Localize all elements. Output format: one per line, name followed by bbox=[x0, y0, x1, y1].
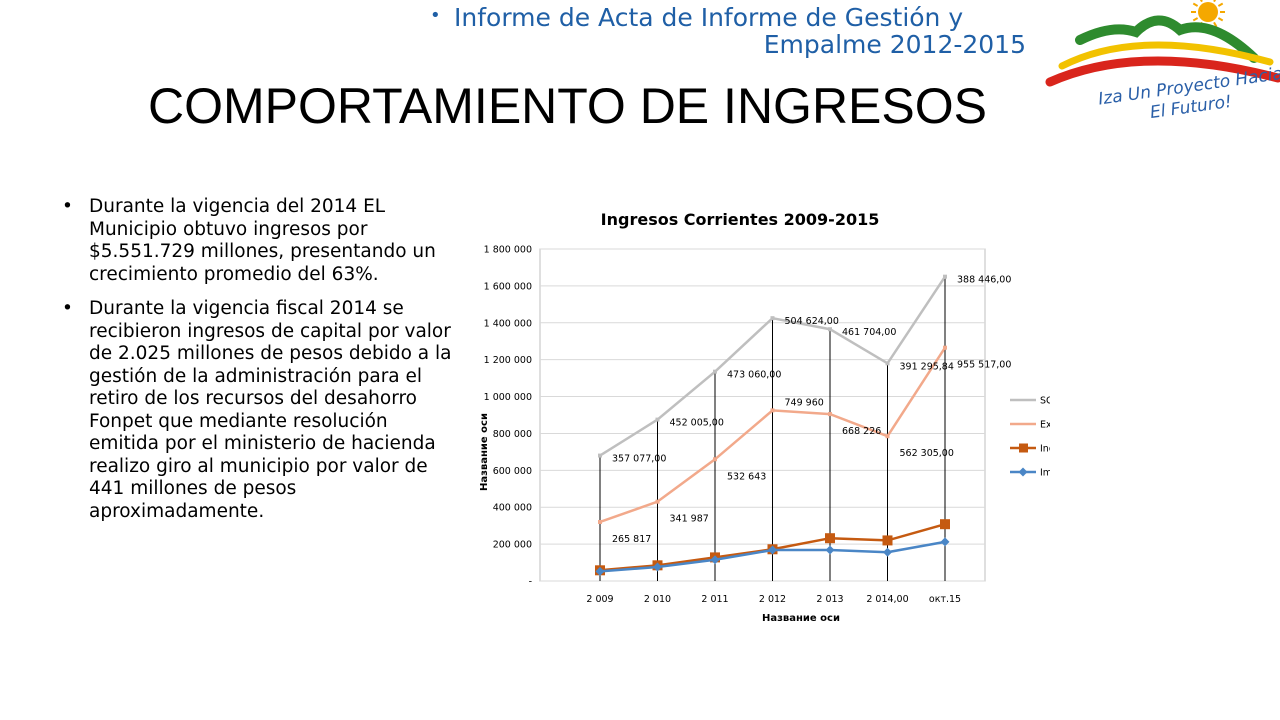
y-tick-label: 600 000 bbox=[493, 466, 532, 477]
municipality-logo: Iza Un Proyecto Hacia El Futuro! bbox=[1045, 0, 1280, 123]
y-tick-label: 1 600 000 bbox=[484, 281, 532, 292]
data-point bbox=[943, 345, 947, 350]
summary-text-2: Durante la vigencia fiscal 2014 se recib… bbox=[89, 298, 452, 522]
data-point bbox=[710, 555, 720, 565]
data-point bbox=[713, 369, 717, 374]
data-point bbox=[595, 566, 605, 576]
legend-label: Impuesto Predial unificado bbox=[1040, 468, 1050, 479]
data-point bbox=[653, 562, 662, 572]
x-tick-label: 2 012 bbox=[759, 594, 786, 605]
subtitle-line-1: Informe de Acta de Informe de Gestión y bbox=[454, 3, 964, 32]
income-line-chart: Ingresos Corrientes 2009-2015 Название о… bbox=[479, 210, 1050, 624]
y-tick-label: 1 200 000 bbox=[484, 355, 532, 366]
summary-text-1: Durante la vigencia del 2014 EL Municipi… bbox=[89, 196, 436, 285]
data-point bbox=[713, 457, 717, 462]
y-tick-label: 400 000 bbox=[493, 503, 532, 514]
data-point bbox=[885, 434, 890, 439]
x-tick-label: 2 014,00 bbox=[866, 594, 908, 605]
logo-red-band bbox=[1045, 56, 1280, 87]
x-axis-title: Название оси bbox=[762, 613, 840, 624]
data-point bbox=[940, 537, 950, 547]
data-point bbox=[943, 274, 947, 279]
data-point bbox=[825, 533, 835, 544]
y-tick-label: 200 000 bbox=[493, 540, 532, 551]
data-label: 532 643 bbox=[727, 471, 766, 482]
y-tick-label: 1 800 000 bbox=[484, 245, 532, 256]
data-label: 955 517,00 bbox=[957, 360, 1011, 371]
data-point bbox=[655, 417, 660, 422]
logo-yellow-band bbox=[1058, 41, 1274, 70]
data-point bbox=[825, 545, 835, 555]
y-axis-title: Название оси bbox=[479, 413, 490, 491]
bullet-marker: • bbox=[62, 298, 73, 319]
x-tick-label: окт.15 bbox=[929, 594, 961, 605]
data-label: 391 295,84 bbox=[900, 361, 954, 372]
legend-marker bbox=[1019, 443, 1028, 453]
legend-label: Industria y Comercio bbox=[1040, 444, 1050, 455]
bullet-marker: • bbox=[62, 196, 73, 217]
y-tick-label: 1 000 000 bbox=[484, 392, 532, 403]
x-tick-label: 2 009 bbox=[586, 594, 613, 605]
summary-bullets: • Durante la vigencia del 2014 EL Munici… bbox=[62, 196, 454, 535]
y-tick-label: 800 000 bbox=[493, 429, 532, 440]
data-label: 341 987 bbox=[670, 514, 709, 525]
data-label: 452 005,00 bbox=[670, 418, 724, 429]
data-label: 668 226 bbox=[842, 426, 881, 437]
data-point bbox=[828, 412, 832, 417]
chart-title: Ingresos Corrientes 2009-2015 bbox=[601, 210, 880, 229]
subtitle-bullet: • bbox=[430, 5, 441, 26]
x-tick-label: 2 011 bbox=[701, 594, 728, 605]
data-label: 357 077,00 bbox=[612, 454, 666, 465]
data-label: 749 960 bbox=[785, 397, 824, 408]
y-tick-label: - bbox=[529, 577, 532, 588]
data-point bbox=[882, 535, 893, 546]
data-point bbox=[655, 499, 660, 504]
data-label: 265 817 bbox=[612, 534, 651, 545]
y-tick-label: 1 400 000 bbox=[484, 318, 532, 329]
legend-label: Extracción de Materiales bbox=[1040, 420, 1050, 431]
data-point bbox=[828, 327, 832, 332]
data-label: 562 305,00 bbox=[900, 448, 954, 459]
data-point bbox=[883, 547, 892, 557]
data-label: 388 446,00 bbox=[957, 275, 1011, 286]
data-point bbox=[885, 361, 890, 366]
data-point bbox=[598, 519, 602, 524]
subtitle-line-2: Empalme 2012-2015 bbox=[763, 30, 1026, 59]
data-label: 461 704,00 bbox=[842, 327, 896, 338]
data-label: 504 624,00 bbox=[785, 316, 839, 327]
data-point bbox=[768, 545, 777, 555]
x-tick-label: 2 013 bbox=[816, 594, 843, 605]
data-point bbox=[770, 316, 775, 321]
page-title: COMPORTAMIENTO DE INGRESOS bbox=[148, 78, 987, 134]
summary-bullet-1: • Durante la vigencia del 2014 EL Munici… bbox=[62, 196, 454, 286]
data-point bbox=[770, 408, 775, 413]
legend-label: SGP funcionamiento bbox=[1040, 396, 1050, 407]
data-label: 473 060,00 bbox=[727, 370, 781, 381]
x-tick-label: 2 010 bbox=[644, 594, 671, 605]
data-point bbox=[598, 453, 602, 458]
logo-green-band bbox=[1075, 15, 1259, 63]
summary-bullet-2: • Durante la vigencia fiscal 2014 se rec… bbox=[62, 298, 454, 523]
legend-marker bbox=[1018, 467, 1028, 477]
data-point bbox=[940, 519, 950, 530]
